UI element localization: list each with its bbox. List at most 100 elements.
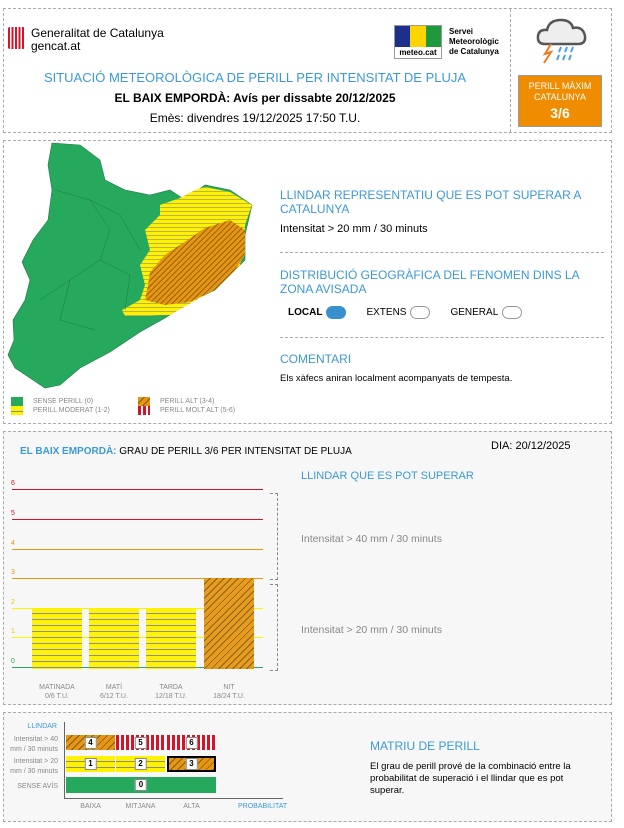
map-section — [3, 140, 612, 424]
cell-value: 6 — [185, 736, 198, 749]
header-box — [3, 8, 612, 133]
smc-name-2: Meteorològic — [449, 37, 499, 46]
option-extens-toggle[interactable] — [410, 306, 431, 319]
meteocat-logo-text: meteo.cat — [399, 48, 437, 57]
smc-name: Servei Meteorològic de Catalunya — [449, 27, 499, 57]
cell-value: 3 — [185, 758, 198, 770]
legend-label: PERILL MOLT ALT (5-6) — [160, 407, 236, 414]
y-tick-label: 2 — [11, 598, 15, 606]
category-label: TARDA — [159, 684, 183, 691]
matrix-cell-2: 2 — [116, 756, 165, 772]
y-tick-label: 0 — [11, 658, 15, 665]
y-tick-label: 1 — [11, 628, 15, 636]
matrix-y-title: LLINDAR — [27, 723, 57, 730]
x-tick-label: MATÍ 6/12 T.U. — [79, 683, 149, 701]
matrix-cell-3-selected: 3 — [167, 756, 216, 772]
bracket-low — [270, 584, 278, 671]
smc-name-3: de Catalunya — [449, 47, 499, 56]
option-extens[interactable]: EXTENS — [366, 306, 431, 319]
cell-value: 5 — [134, 736, 147, 749]
matrix-row-label: SENSE AVÍS — [17, 783, 58, 790]
matrix-title: MATRIU DE PERILL — [370, 739, 480, 753]
subtitle: EL BAIX EMPORDÀ: Avís per dissabte 20/12… — [114, 91, 396, 105]
cell-value: 0 — [134, 779, 148, 791]
gov-name: Generalitat de Catalunya — [31, 26, 164, 40]
gencat-logo — [8, 27, 25, 49]
bar-nit — [204, 578, 254, 669]
bar-tarda — [146, 607, 196, 669]
max-danger-badge: PERILL MÀXIM CATALUNYA 3/6 — [518, 75, 602, 127]
chart-title-text: GRAU DE PERILL 3/6 PER INTENSITAT DE PLU… — [119, 446, 352, 457]
level-line-5 — [12, 519, 263, 520]
legend-label: PERILL MODERAT (1-2) — [33, 407, 110, 414]
max-danger-value: 3/6 — [550, 105, 570, 121]
matrix-cell-1: 1 — [66, 756, 115, 772]
option-general-toggle[interactable] — [502, 306, 523, 319]
legend-swatch-green — [11, 397, 23, 406]
matrix-cell-0: 0 — [66, 777, 216, 793]
page-title: SITUACIÓ METEOROLÒGICA DE PERILL PER INT… — [43, 70, 467, 85]
legend-label: PERILL ALT (3-4) — [160, 398, 215, 405]
y-tick-label: 5 — [11, 510, 15, 517]
smc-name-1: Servei — [449, 27, 474, 36]
header-divider — [510, 9, 511, 132]
legend-swatch-red — [138, 406, 150, 415]
matrix-cell-6: 6 — [167, 735, 216, 750]
chart-region: EL BAIX EMPORDÀ: — [20, 446, 117, 457]
matrix-x-title: PROBABILITAT — [238, 803, 288, 810]
cell-value: 4 — [84, 736, 97, 749]
legend-swatch-yellow — [11, 406, 23, 415]
legend-swatch-orange — [138, 397, 150, 406]
divider — [280, 337, 604, 338]
matrix-axes — [64, 722, 283, 799]
level-line-6 — [12, 489, 263, 491]
matrix-cell-5: 5 — [116, 735, 165, 750]
category-sub-label: 0/6 T.U. — [45, 693, 69, 700]
category-sub-label: 18/24 T.U. — [213, 693, 245, 700]
option-local-toggle[interactable] — [326, 306, 347, 319]
option-local-label: LOCAL — [288, 307, 323, 319]
catalonia-map — [7, 142, 253, 389]
option-general-label: GENERAL — [450, 307, 499, 319]
category-sub-label: 12/18 T.U. — [155, 693, 187, 700]
cell-value: 2 — [134, 758, 147, 770]
category-label: MATINADA — [39, 684, 75, 691]
x-tick-label: MATINADA 0/6 T.U. — [22, 683, 92, 701]
matrix-row-label: Intensitat > 20 mm / 30 minuts — [10, 758, 58, 775]
y-tick-label: 3 — [11, 569, 15, 577]
gov-site: gencat.at — [31, 39, 81, 53]
category-label: NIT — [223, 684, 235, 691]
chart-threshold-title: LLINDAR QUE ES POT SUPERAR — [301, 470, 474, 482]
option-local[interactable]: LOCAL — [288, 306, 347, 319]
level-line-4 — [12, 548, 263, 550]
threshold-title: LLINDAR REPRESENTATIU QUE ES POT SUPERAR… — [280, 188, 581, 216]
issued-time: Emès: divendres 19/12/2025 17:50 T.U. — [149, 111, 361, 125]
comment-text: Els xàfecs aniran localment acompanyats … — [280, 373, 513, 384]
distribution-options: LOCAL EXTENS GENERAL — [288, 306, 523, 319]
storm-rain-icon — [536, 18, 587, 64]
matrix-description: El grau de perill prové de la combinació… — [370, 761, 571, 796]
matrix-row-label: Intensitat > 40 mm / 30 minuts — [10, 736, 58, 753]
x-tick-label: NIT 18/24 T.U. — [194, 683, 264, 701]
x-tick-label: TARDA 12/18 T.U. — [136, 683, 206, 701]
chart-title: EL BAIX EMPORDÀ: GRAU DE PERILL 3/6 PER … — [20, 446, 352, 457]
matrix-col-label: MITJANA — [125, 803, 156, 810]
category-sub-label: 6/12 T.U. — [100, 693, 128, 700]
comment-title: COMENTARI — [280, 352, 352, 366]
map-region-orange — [145, 220, 245, 305]
bar-matí — [89, 607, 139, 669]
matrix-cell-4: 4 — [66, 735, 115, 750]
meteocat-logo: meteo.cat — [394, 25, 442, 59]
threshold-low: Intensitat > 20 mm / 30 minuts — [301, 624, 442, 636]
option-extens-label: EXTENS — [366, 307, 407, 319]
distribution-title: DISTRIBUCIÓ GEOGRÀFICA DEL FENOMEN DINS … — [280, 268, 579, 296]
bracket-high — [270, 493, 278, 580]
bar-matinada — [32, 607, 82, 669]
option-general[interactable]: GENERAL — [450, 306, 523, 319]
cell-value: 1 — [84, 758, 97, 770]
y-tick-label: 4 — [11, 539, 15, 547]
y-tick-label: 6 — [11, 480, 15, 488]
chart-day: DIA: 20/12/2025 — [491, 440, 571, 452]
legend-label: SENSE PERILL (0) — [33, 398, 94, 405]
threshold-value: Intensitat > 20 mm / 30 minuts — [280, 223, 428, 235]
